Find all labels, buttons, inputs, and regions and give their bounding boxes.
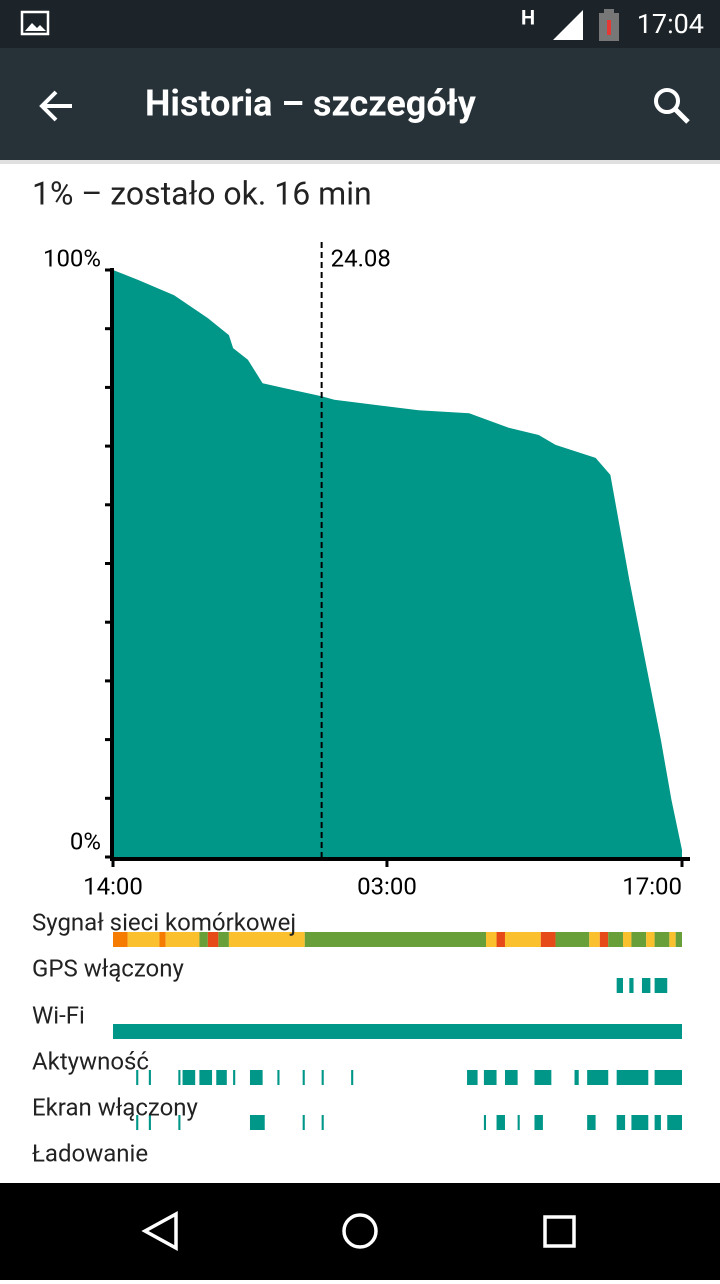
event-segment	[654, 1115, 661, 1130]
event-segment	[654, 932, 670, 947]
event-segment	[178, 1115, 181, 1130]
event-segment	[629, 978, 634, 993]
signal-icon	[553, 10, 583, 40]
summary: 1% – zostało ok. 16 min	[32, 174, 372, 212]
event-segment	[504, 1070, 518, 1085]
network-type: H	[521, 5, 535, 29]
event-segment	[641, 978, 651, 993]
event-segment	[574, 1070, 579, 1085]
image-icon	[20, 10, 50, 36]
event-segment	[667, 1115, 682, 1130]
event-segment	[646, 932, 655, 947]
clock: 17:04	[637, 8, 704, 40]
event-segment	[486, 932, 497, 947]
event-segment	[540, 932, 556, 947]
x-tick-label: 17:00	[622, 872, 682, 900]
event-segment	[148, 1115, 151, 1130]
event-segment	[622, 932, 632, 947]
nav-back[interactable]	[141, 1211, 178, 1251]
event-segment	[113, 932, 128, 947]
event-segment	[199, 1070, 213, 1085]
battery-area	[113, 270, 682, 857]
image-icon-shape	[25, 23, 46, 31]
event-segment	[233, 1070, 236, 1085]
event-label: Ekran włączony	[32, 1093, 199, 1121]
event-segment	[249, 1115, 265, 1130]
event-segment	[599, 932, 609, 947]
event-segment	[616, 1115, 626, 1130]
event-segment	[483, 1115, 487, 1130]
battery-low	[607, 20, 611, 35]
event-segment	[496, 1115, 505, 1130]
event-label: GPS włączony	[32, 954, 184, 982]
event-segment	[165, 932, 200, 947]
event-segment	[321, 1115, 324, 1130]
event-segment	[616, 1070, 649, 1085]
event-segment	[113, 1024, 682, 1039]
event-segment	[218, 932, 229, 947]
event-segment	[178, 1070, 181, 1085]
event-segment	[483, 1070, 497, 1085]
event-segment	[228, 932, 305, 947]
nav-home[interactable]	[342, 1213, 378, 1249]
back-button[interactable]	[39, 90, 72, 122]
event-segment	[555, 932, 590, 947]
event-segment	[496, 932, 505, 947]
event-segment	[148, 1070, 151, 1085]
event-label: Sygnał sieci komórkowej	[32, 908, 296, 936]
app-bar-title: Historia – szczegóły	[145, 83, 477, 125]
event-segment	[587, 1070, 609, 1085]
event-segment	[351, 1070, 354, 1085]
event-segment	[631, 932, 647, 947]
event-segment	[608, 932, 623, 947]
y-tick-label: 0%	[70, 827, 101, 855]
event-segment	[616, 978, 623, 993]
nav-bar	[0, 1183, 720, 1280]
event-segment	[534, 1115, 543, 1130]
event-segment	[321, 1070, 324, 1085]
event-segment	[302, 1070, 305, 1085]
event-segment	[654, 1070, 682, 1085]
event-segment	[467, 1070, 478, 1085]
event-segment	[587, 1115, 596, 1130]
event-segment	[159, 932, 166, 947]
search-button[interactable]	[654, 88, 680, 114]
event-segment	[654, 978, 668, 993]
x-tick-label: 14:00	[83, 872, 143, 900]
event-segment	[669, 932, 676, 947]
event-segment	[136, 1115, 139, 1130]
event-segment	[136, 1070, 139, 1085]
event-segment	[302, 1115, 305, 1130]
event-segment	[216, 1070, 227, 1085]
event-label: Aktywność	[32, 1047, 149, 1075]
event-segment	[631, 1115, 649, 1130]
event-segment	[249, 1070, 263, 1085]
event-segment	[534, 1070, 552, 1085]
search-handle	[673, 107, 690, 124]
event-segment	[675, 932, 682, 947]
event-segment	[182, 1070, 196, 1085]
x-tick-label: 03:00	[357, 872, 417, 900]
event-label: Ładowanie	[32, 1139, 148, 1167]
event-segment	[199, 932, 208, 947]
date-marker-label: 24.08	[331, 244, 391, 272]
app-bar	[0, 48, 720, 160]
event-segment	[504, 932, 541, 947]
event-segment	[517, 1115, 520, 1130]
app-bar-shadow	[0, 160, 720, 164]
event-segment	[207, 932, 219, 947]
battery-tip	[604, 9, 614, 14]
nav-recents[interactable]	[543, 1215, 576, 1248]
event-segment	[589, 932, 600, 947]
event-segment	[304, 932, 487, 947]
event-segment	[277, 1070, 280, 1085]
y-tick-label: 100%	[43, 244, 101, 272]
event-label: Wi-Fi	[32, 1001, 85, 1029]
event-segment	[127, 932, 160, 947]
